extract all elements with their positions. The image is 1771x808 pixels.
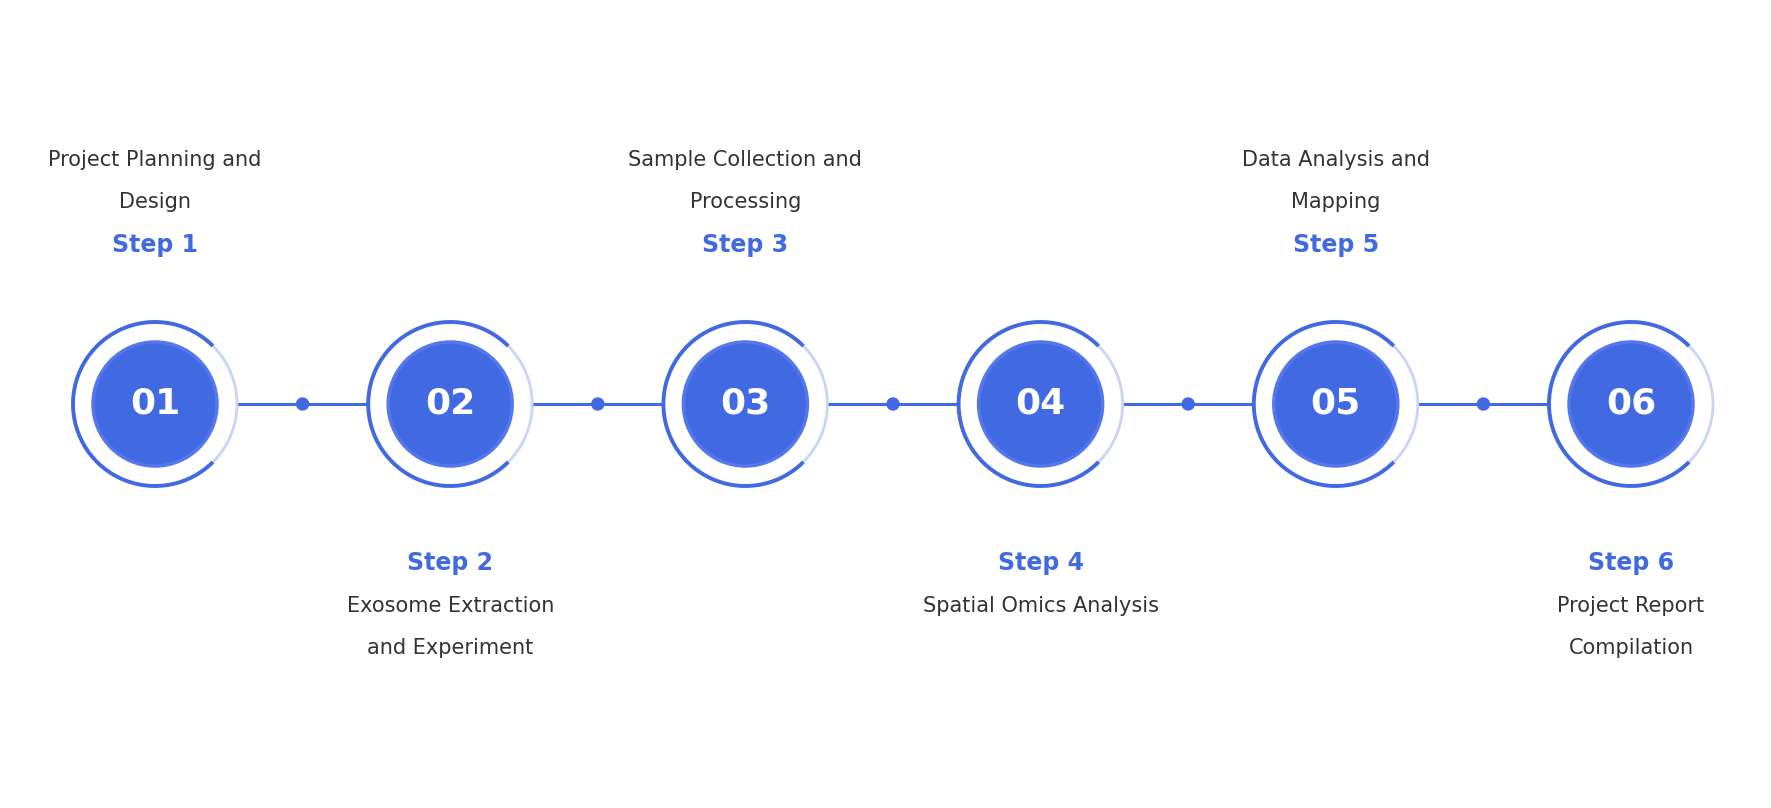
- Text: Sample Collection and: Sample Collection and: [629, 150, 862, 170]
- Text: 04: 04: [1015, 387, 1066, 421]
- Circle shape: [1477, 398, 1489, 410]
- Text: 01: 01: [129, 387, 181, 421]
- Text: Project Planning and: Project Planning and: [48, 150, 262, 170]
- Text: Design: Design: [119, 192, 191, 212]
- Circle shape: [296, 398, 308, 410]
- Text: Processing: Processing: [689, 192, 800, 212]
- Circle shape: [73, 322, 237, 486]
- Text: and Experiment: and Experiment: [367, 638, 533, 658]
- Text: Step 1: Step 1: [112, 233, 198, 257]
- Text: Step 2: Step 2: [407, 551, 492, 575]
- Circle shape: [388, 342, 512, 466]
- Text: Step 3: Step 3: [703, 233, 788, 257]
- Text: 02: 02: [425, 387, 475, 421]
- Circle shape: [1183, 398, 1194, 410]
- Text: Mapping: Mapping: [1291, 192, 1380, 212]
- Circle shape: [1569, 342, 1693, 466]
- Text: 03: 03: [721, 387, 770, 421]
- Text: Data Analysis and: Data Analysis and: [1241, 150, 1429, 170]
- Circle shape: [1273, 342, 1397, 466]
- Text: 06: 06: [1606, 387, 1656, 421]
- Text: Step 4: Step 4: [997, 551, 1084, 575]
- Circle shape: [887, 398, 900, 410]
- Text: Step 6: Step 6: [1589, 551, 1674, 575]
- Text: Spatial Omics Analysis: Spatial Omics Analysis: [923, 596, 1158, 616]
- Text: Compilation: Compilation: [1569, 638, 1693, 658]
- Circle shape: [979, 342, 1103, 466]
- Circle shape: [664, 322, 827, 486]
- Circle shape: [94, 342, 218, 466]
- Circle shape: [1550, 322, 1713, 486]
- Text: Exosome Extraction: Exosome Extraction: [347, 596, 554, 616]
- Circle shape: [592, 398, 604, 410]
- Text: Project Report: Project Report: [1557, 596, 1704, 616]
- Circle shape: [368, 322, 533, 486]
- Circle shape: [1254, 322, 1419, 486]
- Circle shape: [958, 322, 1123, 486]
- Circle shape: [684, 342, 808, 466]
- Text: Step 5: Step 5: [1293, 233, 1380, 257]
- Text: 05: 05: [1311, 387, 1360, 421]
